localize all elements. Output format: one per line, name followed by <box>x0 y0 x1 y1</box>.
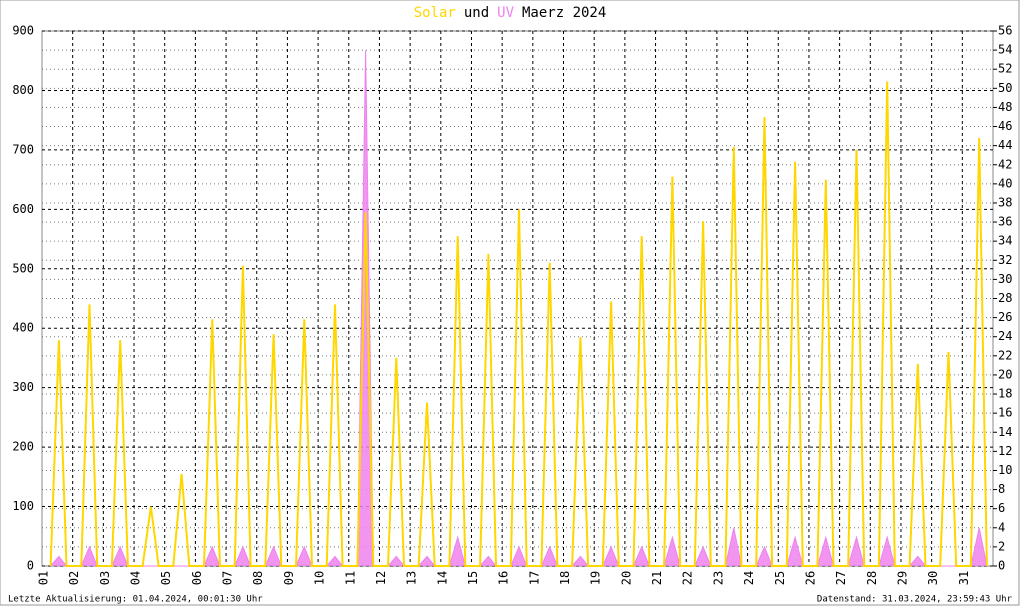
y2-tick-label: 10 <box>998 463 1012 477</box>
y2-tick-label: 8 <box>998 482 1005 496</box>
chart-title: Solar und UV Maerz 2024 <box>414 5 607 21</box>
y-tick-label: 600 <box>12 202 34 216</box>
x-tick-label: 08 <box>251 571 265 585</box>
x-tick-label: 09 <box>282 571 296 585</box>
x-tick-label: 06 <box>190 571 204 585</box>
x-tick-label: 15 <box>466 571 480 585</box>
x-tick-label: 27 <box>834 571 848 585</box>
x-tick-label: 30 <box>926 571 940 585</box>
x-tick-label: 17 <box>527 571 541 585</box>
y-tick-label: 300 <box>12 380 34 394</box>
uv-area <box>50 50 988 567</box>
x-tick-label: 12 <box>374 571 388 585</box>
footer-right: Datenstand: 31.03.2024, 23:59:43 Uhr <box>817 595 1013 605</box>
y2-tick-label: 44 <box>998 138 1012 152</box>
footer-left: Letzte Aktualisierung: 01.04.2024, 00:01… <box>8 595 263 605</box>
y-tick-label: 0 <box>27 559 34 573</box>
solar-line <box>49 81 988 567</box>
y2-tick-label: 56 <box>998 24 1012 38</box>
title-text: Maerz 2024 <box>522 5 606 21</box>
y2-tick-label: 54 <box>998 43 1012 57</box>
x-tick-label: 18 <box>558 571 572 585</box>
x-tick-label: 22 <box>681 571 695 585</box>
y2-tick-label: 32 <box>998 253 1012 267</box>
x-tick-label: 01 <box>37 571 51 585</box>
y2-tick-label: 42 <box>998 157 1012 171</box>
y2-tick-label: 2 <box>998 539 1005 553</box>
x-tick-label: 14 <box>435 571 449 585</box>
x-tick-label: 28 <box>865 571 879 585</box>
y2-tick-label: 6 <box>998 501 1005 515</box>
y2-tick-label: 14 <box>998 425 1012 439</box>
title-join: und <box>464 5 489 21</box>
y2-tick-label: 30 <box>998 272 1012 286</box>
x-tick-label: 21 <box>650 571 664 585</box>
x-tick-label: 13 <box>405 571 419 585</box>
y2-tick-label: 46 <box>998 119 1012 133</box>
x-tick-label: 20 <box>619 571 633 585</box>
y2-tick-label: 38 <box>998 195 1012 209</box>
y2-tick-label: 26 <box>998 310 1012 324</box>
y2-tick-label: 48 <box>998 100 1012 114</box>
x-tick-label: 24 <box>742 571 756 585</box>
y2-tick-label: 40 <box>998 176 1012 190</box>
x-tick-label: 16 <box>497 571 511 585</box>
x-tick-label: 29 <box>895 571 909 585</box>
y-tick-label: 800 <box>12 83 34 97</box>
legend-uv: UV <box>497 5 514 21</box>
x-tick-label: 25 <box>773 571 787 585</box>
y2-tick-label: 18 <box>998 387 1012 401</box>
x-tick-label: 05 <box>159 571 173 585</box>
y2-tick-label: 12 <box>998 444 1012 458</box>
y2-tick-label: 22 <box>998 348 1012 362</box>
legend-solar: Solar <box>414 5 456 21</box>
y2-tick-label: 50 <box>998 81 1012 95</box>
y2-tick-label: 52 <box>998 62 1012 76</box>
y2-tick-label: 4 <box>998 520 1005 534</box>
x-tick-label: 19 <box>589 571 603 585</box>
x-tick-label: 04 <box>129 571 143 585</box>
x-tick-label: 07 <box>221 571 235 585</box>
y2-tick-label: 36 <box>998 215 1012 229</box>
y-tick-label: 400 <box>12 321 34 335</box>
x-tick-label: 02 <box>67 571 81 585</box>
y-tick-label: 100 <box>12 499 34 513</box>
y-tick-label: 500 <box>12 261 34 275</box>
y2-tick-label: 20 <box>998 367 1012 381</box>
y-tick-label: 700 <box>12 142 34 156</box>
y2-tick-label: 24 <box>998 329 1012 343</box>
y-tick-label: 900 <box>12 24 34 38</box>
y2-tick-label: 34 <box>998 234 1012 248</box>
x-tick-label: 10 <box>313 571 327 585</box>
y2-tick-label: 16 <box>998 406 1012 420</box>
y2-tick-label: 28 <box>998 291 1012 305</box>
x-tick-label: 31 <box>957 571 971 585</box>
x-tick-label: 03 <box>98 571 112 585</box>
x-tick-label: 23 <box>711 571 725 585</box>
x-tick-label: 26 <box>803 571 817 585</box>
y-tick-label: 200 <box>12 440 34 454</box>
y2-tick-label: 0 <box>998 559 1005 573</box>
x-tick-label: 11 <box>343 571 357 585</box>
